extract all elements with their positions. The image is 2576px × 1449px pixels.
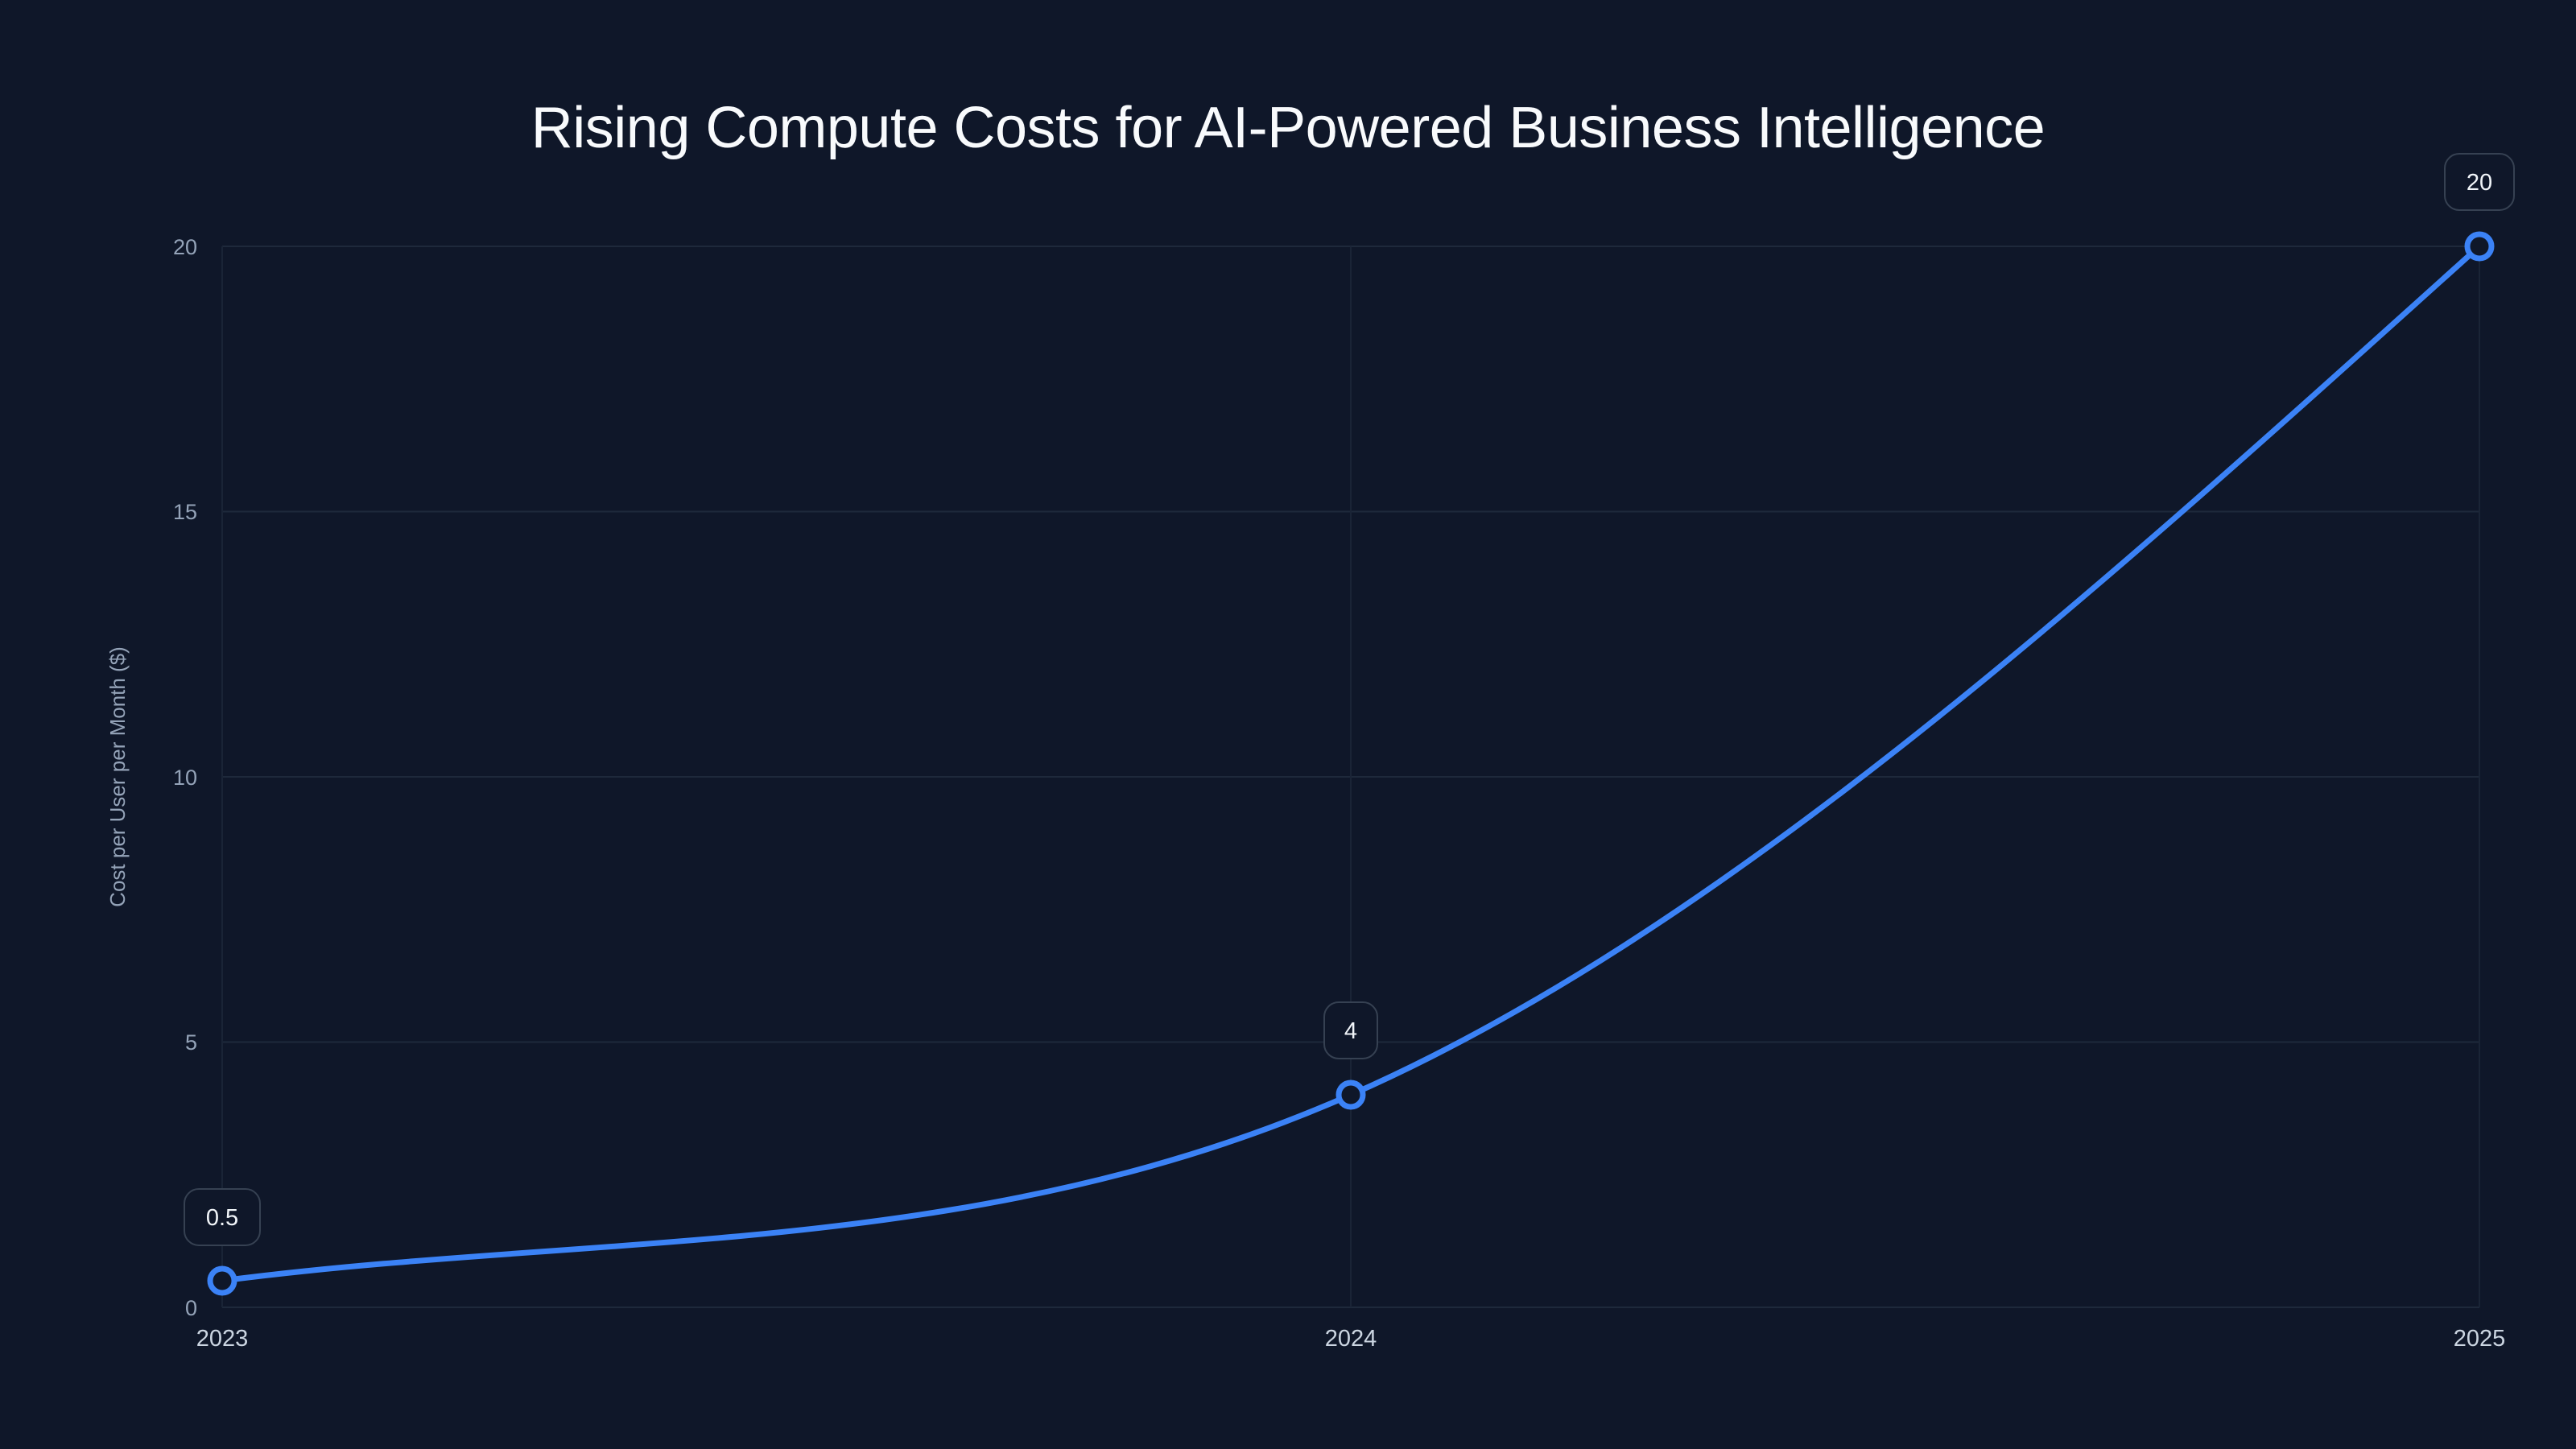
- data-point-2023[interactable]: [207, 1265, 237, 1296]
- x-tick-label: 2025: [2454, 1326, 2506, 1352]
- data-label-text: 4: [1344, 1018, 1357, 1044]
- cost-line-series: [219, 243, 2483, 1284]
- data-label-2023: 0.5: [184, 1188, 261, 1246]
- y-tick-label: 15: [173, 500, 197, 524]
- data-point-2025[interactable]: [2464, 231, 2495, 262]
- data-label-2025: 20: [2444, 153, 2515, 211]
- y-axis-title: Cost per User per Month ($): [105, 646, 130, 907]
- x-tick-label: 2024: [1325, 1326, 1377, 1352]
- x-tick-label: 2023: [196, 1326, 249, 1352]
- y-tick-label: 5: [185, 1030, 197, 1055]
- x-axis-ticks: 2023 2024 2025: [196, 1326, 2506, 1352]
- data-point-2024[interactable]: [1335, 1080, 1366, 1110]
- data-label-box: [1323, 1001, 1378, 1059]
- data-label-box: [184, 1188, 261, 1246]
- vertical-gridlines: [221, 246, 2480, 1307]
- data-label-text: 20: [2467, 170, 2492, 196]
- y-tick-label: 10: [173, 766, 197, 790]
- y-tick-label: 0: [185, 1296, 197, 1320]
- data-label-text: 0.5: [206, 1205, 238, 1231]
- y-tick-label: 20: [173, 235, 197, 259]
- chart-title: Rising Compute Costs for AI-Powered Busi…: [530, 96, 2046, 160]
- y-axis-ticks: 20 15 10 5 0: [173, 235, 197, 1320]
- data-label-2024: 4: [1323, 1001, 1378, 1059]
- data-label-box: [2444, 153, 2515, 211]
- data-point-markers: [207, 231, 2495, 1296]
